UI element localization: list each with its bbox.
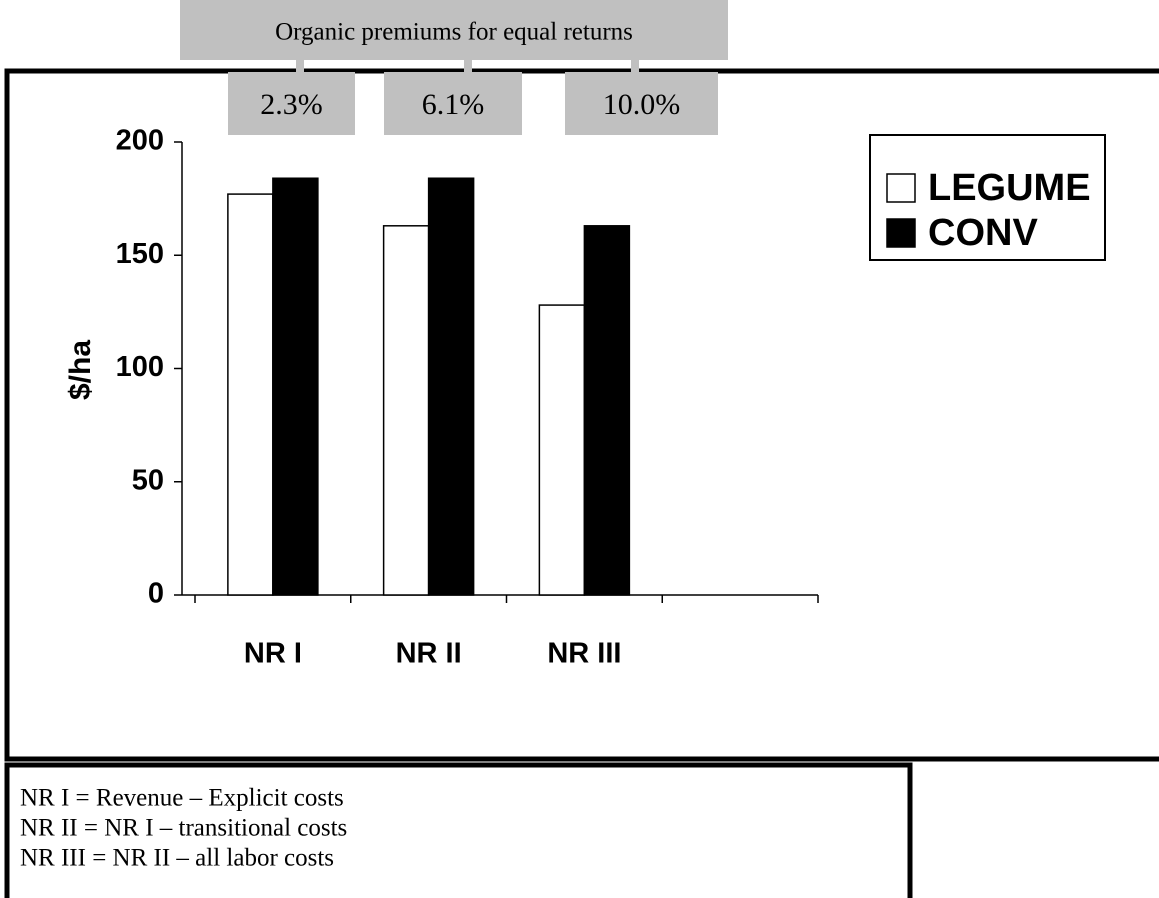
premium-box (384, 72, 522, 135)
note-line: NR I = Revenue – Explicit costs (20, 785, 344, 812)
note-line: NR II = NR I – transitional costs (20, 815, 347, 842)
annotation-box (180, 0, 728, 60)
y-tick-label: 0 (148, 578, 164, 610)
premium-label: 10.0% (603, 88, 681, 121)
notes-box (4, 762, 913, 898)
y-tick-label: 50 (132, 464, 164, 496)
connector (631, 60, 639, 72)
bar (382, 225, 430, 596)
bar (227, 193, 274, 596)
bar (538, 304, 586, 596)
premium-label: 6.1% (422, 88, 485, 121)
chart-frame (4, 68, 1159, 762)
x-tick-label: NR II (396, 638, 462, 670)
bar (427, 177, 475, 596)
connector (296, 60, 304, 72)
annotation-title: Organic premiums for equal returns (275, 19, 633, 46)
y-tick-label: 100 (116, 351, 164, 383)
legend-swatch (886, 218, 916, 248)
y-tick-label: 200 (116, 125, 164, 157)
legend-label: LEGUME (928, 167, 1091, 209)
connector (464, 60, 472, 72)
premium-box (565, 72, 718, 135)
note-line: NR III = NR II – all labor costs (20, 845, 334, 872)
x-tick-label: NR I (244, 638, 302, 670)
bar (583, 225, 631, 596)
bar (272, 177, 319, 596)
x-tick-label: NR III (547, 638, 621, 670)
y-axis-label: $/ha (64, 340, 97, 400)
y-tick-label: 150 (116, 238, 164, 270)
legend-swatch (886, 173, 916, 203)
legend-label: CONV (928, 212, 1038, 254)
premium-box (228, 72, 355, 135)
premium-label: 2.3% (260, 88, 323, 121)
